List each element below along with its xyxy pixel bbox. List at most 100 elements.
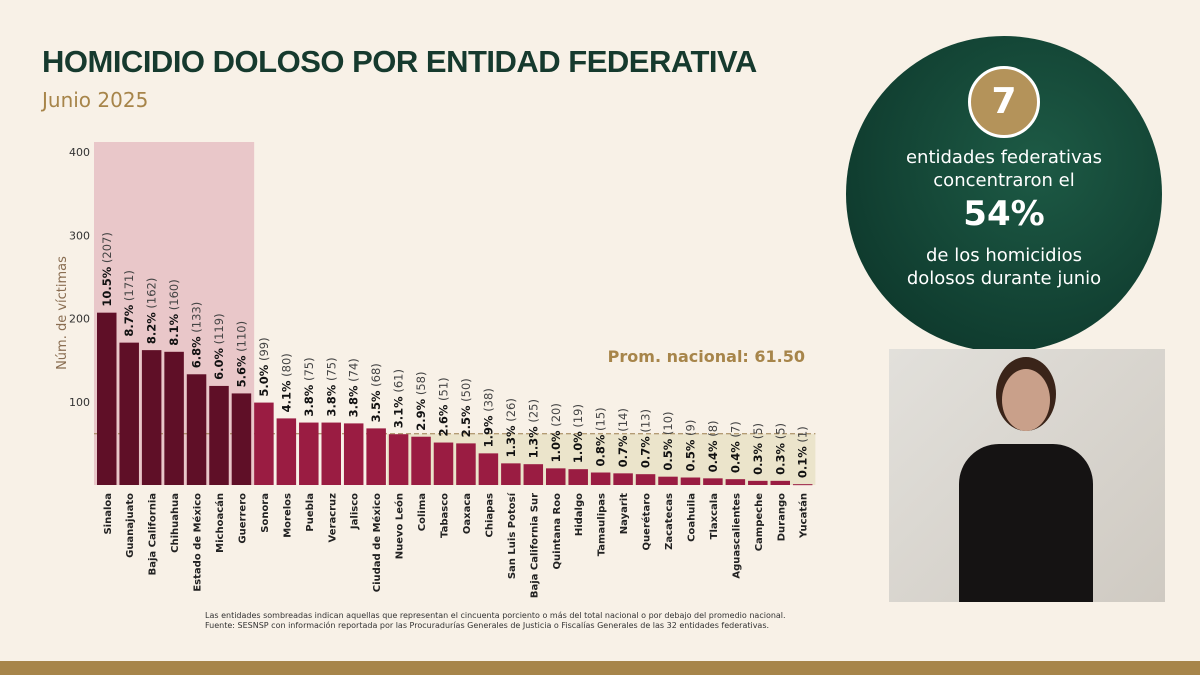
data-label: 8.2% (162) [145, 278, 159, 345]
bar [321, 422, 341, 485]
count-label: (61) [392, 369, 406, 396]
x-tick-label: Guanajuato [125, 493, 136, 558]
count-label: (25) [526, 399, 540, 426]
count-label: (74) [347, 358, 361, 385]
bar [703, 478, 723, 485]
data-label: 1.3% (26) [504, 398, 518, 457]
bar [141, 350, 162, 485]
percent-label: 3.8% [324, 384, 338, 416]
percent-label: 6.0% [212, 348, 226, 380]
bottom-bar [0, 661, 1200, 675]
bar [299, 422, 319, 485]
percent-label: 0.4% [728, 441, 742, 473]
x-tick-label: Colima [417, 493, 428, 531]
bar [658, 476, 678, 485]
x-tick-label: Yucatán [798, 493, 810, 539]
footnote-source: Fuente: SESNSP con información reportada… [205, 621, 770, 630]
x-tick-label: Oaxaca [462, 493, 473, 534]
average-label: Prom. nacional: 61.50 [608, 347, 805, 366]
count-label: (58) [414, 372, 428, 399]
bar [433, 442, 454, 485]
x-tick-label: Nuevo León [394, 493, 406, 559]
data-label: 0.4% (8) [706, 420, 720, 472]
data-label: 5.6% (110) [234, 321, 248, 388]
x-tick-label: Michoacán [214, 493, 226, 553]
percent-label: 1.0% [549, 430, 563, 462]
x-tick-label: San Luis Potosí [506, 492, 518, 579]
data-label: 1.0% (19) [571, 404, 585, 463]
bar [523, 464, 544, 485]
summary-percent: 54% [963, 194, 1045, 234]
data-label: 0.3% (5) [751, 423, 765, 475]
sign-language-interpreter-video [889, 349, 1165, 602]
count-label: (68) [369, 363, 383, 390]
page-title: HOMICIDIO DOLOSO POR ENTIDAD FEDERATIVA [42, 44, 757, 79]
data-label: 3.8% (75) [302, 357, 316, 416]
percent-label: 0.4% [706, 440, 720, 472]
count-label: (50) [459, 378, 473, 405]
count-label: (26) [504, 398, 518, 425]
data-label: 3.8% (75) [324, 357, 338, 416]
data-label: 6.8% (133) [190, 302, 204, 369]
bar [209, 385, 229, 485]
percent-label: 3.8% [302, 384, 316, 416]
count-label: (51) [437, 377, 451, 404]
bar [254, 402, 274, 485]
count-label: (10) [661, 412, 675, 439]
percent-label: 3.8% [347, 385, 361, 417]
count-label: (5) [773, 423, 787, 443]
percent-label: 1.9% [481, 415, 495, 447]
x-tick-label: Querétaro [641, 493, 653, 551]
count-label: (7) [728, 421, 742, 441]
count-label: (80) [279, 353, 293, 380]
y-tick-label: 300 [69, 229, 90, 242]
data-label: 8.7% (171) [122, 270, 136, 337]
count-label: (133) [190, 302, 204, 337]
x-tick-label: Morelos [282, 493, 293, 538]
count-label: (8) [706, 420, 720, 440]
bar [568, 469, 588, 485]
count-label: (13) [639, 409, 653, 436]
data-label: 10.5% (207) [100, 232, 114, 307]
percent-label: 3.5% [369, 390, 383, 422]
count-label: (171) [122, 270, 136, 305]
x-tick-label: Zacatecas [664, 493, 675, 550]
bar [792, 484, 813, 486]
data-label: 1.9% (38) [481, 388, 495, 447]
data-label: 4.1% (80) [279, 353, 293, 412]
x-tick-label: Nayarit [619, 493, 630, 534]
data-label: 2.5% (50) [459, 378, 473, 437]
percent-label: 5.6% [234, 355, 248, 387]
x-tick-label: Veracruz [327, 493, 338, 543]
bar [343, 423, 364, 485]
x-tick-label: Sonora [260, 493, 271, 533]
percent-label: 0.5% [661, 438, 675, 470]
count-label: (160) [167, 279, 181, 314]
data-label: 1.0% (20) [549, 403, 563, 462]
count-label: (19) [571, 404, 585, 431]
percent-label: 0.8% [594, 434, 608, 466]
y-tick-label: 400 [69, 146, 90, 159]
summary-circle: 7 entidades federativas concentraron el … [846, 36, 1162, 352]
count-label: (75) [302, 357, 316, 384]
percent-label: 0.7% [616, 435, 630, 467]
percent-label: 6.8% [190, 336, 204, 368]
data-label: 0.7% (13) [639, 409, 653, 468]
x-tick-label: Tlaxcala [709, 493, 720, 539]
bar [546, 468, 566, 485]
data-label: 3.8% (74) [347, 358, 361, 417]
x-tick-label: Coahuila [686, 493, 697, 542]
data-label: 5.0% (99) [257, 337, 271, 396]
count-label: (38) [481, 388, 495, 415]
x-tick-label: Baja California [148, 493, 159, 575]
x-tick-label: Tabasco [440, 493, 451, 538]
percent-label: 8.7% [122, 304, 136, 336]
summary-line1: entidades federativas concentraron el [905, 147, 1103, 191]
bar [478, 453, 499, 485]
percent-label: 8.1% [167, 313, 181, 345]
count-label: (110) [234, 321, 248, 356]
bar [770, 480, 790, 485]
bar [456, 443, 476, 485]
count-label: (15) [594, 407, 608, 434]
percent-label: 1.3% [526, 426, 540, 458]
